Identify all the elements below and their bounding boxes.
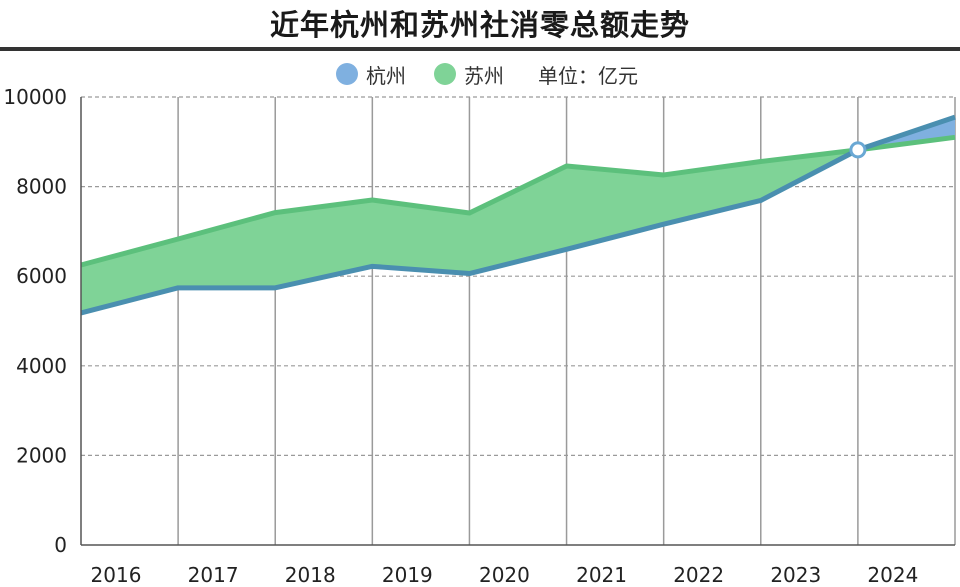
x-tick-label: 2022 — [673, 563, 724, 587]
x-tick-label: 2023 — [770, 563, 821, 587]
legend-label-hangzhou: 杭州 — [366, 63, 406, 88]
legend-label-suzhou: 苏州 — [464, 63, 504, 88]
title-divider — [0, 47, 960, 51]
y-tick-label: 6000 — [16, 264, 67, 288]
chart-legend: 杭州 苏州 单位：亿元 — [0, 60, 960, 88]
y-tick-label: 0 — [54, 533, 67, 557]
legend-swatch-suzhou — [434, 63, 456, 85]
y-tick-label: 10000 — [3, 85, 67, 109]
series-line-suzhou — [80, 134, 956, 268]
chart-title: 近年杭州和苏州社消零总额走势 — [269, 8, 690, 42]
suzhou-lead-area — [81, 149, 858, 313]
series-line-hangzhou — [80, 114, 956, 316]
unit-label: 单位：亿元 — [538, 63, 638, 88]
y-tick-label: 4000 — [16, 354, 67, 378]
legend-item-hangzhou: 杭州 — [336, 60, 406, 89]
legend-item-suzhou: 苏州 — [434, 60, 504, 89]
x-tick-label: 2024 — [867, 563, 918, 587]
y-tick-label: 2000 — [16, 443, 67, 467]
x-tick-label: 2017 — [188, 563, 239, 587]
y-tick-label: 8000 — [16, 175, 67, 199]
x-tick-label: 2021 — [576, 563, 627, 587]
x-tick-label: 2020 — [479, 563, 530, 587]
x-tick-label: 2019 — [382, 563, 433, 587]
intersection-marker — [849, 141, 867, 159]
x-tick-label: 2018 — [285, 563, 336, 587]
legend-swatch-hangzhou — [336, 63, 358, 85]
x-tick-label: 2016 — [91, 563, 142, 587]
